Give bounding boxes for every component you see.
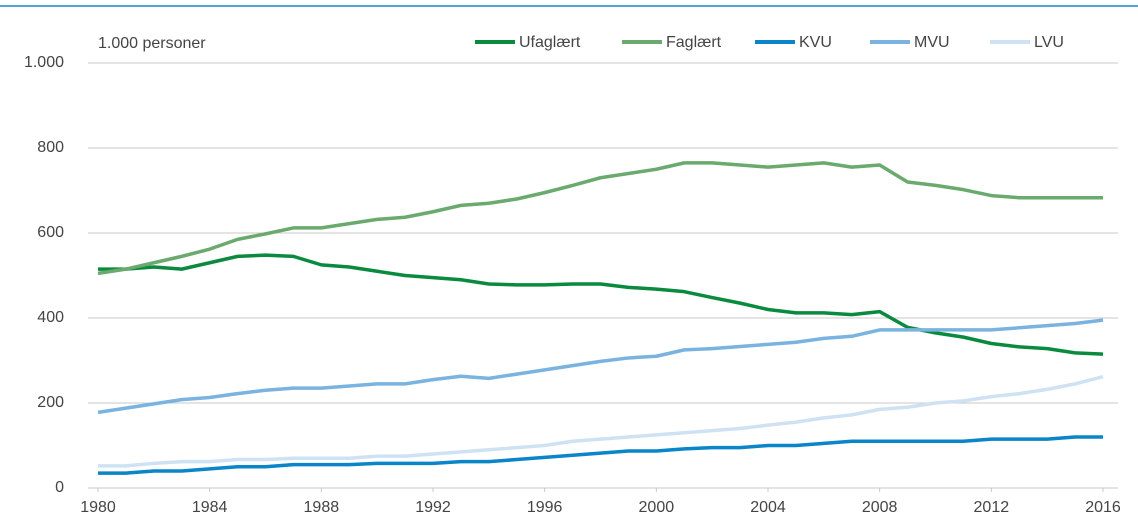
y-tick-label: 400: [37, 309, 64, 326]
line-series: [97, 161, 1103, 276]
x-tick-label: 1992: [415, 499, 451, 516]
y-tick-label: 1.000: [24, 54, 64, 71]
x-tick-label: 1980: [80, 499, 116, 516]
x-tick-label: 1988: [304, 499, 340, 516]
line-series: [98, 374, 1104, 468]
legend-label: Ufaglært: [519, 34, 581, 51]
line-series: [98, 435, 1103, 475]
x-tick-label: 2012: [974, 499, 1010, 516]
line-series: [98, 253, 1104, 356]
y-tick-label: 0: [55, 479, 64, 496]
x-tick-label: 2008: [862, 499, 898, 516]
x-tick-label: 2004: [750, 499, 786, 516]
y-tick-label: 200: [37, 394, 64, 411]
x-tick-label: 2016: [1085, 499, 1121, 516]
legend-label: KVU: [799, 34, 832, 51]
x-tick-label: 1984: [192, 499, 228, 516]
legend-label: MVU: [914, 34, 950, 51]
legend-label: Faglært: [666, 34, 722, 51]
x-tick-label: 2000: [639, 499, 675, 516]
line-series: [97, 318, 1104, 415]
y-tick-label: 800: [37, 139, 64, 156]
y-tick-label: 600: [37, 224, 64, 241]
x-tick-label: 1996: [527, 499, 563, 516]
legend-label: LVU: [1034, 34, 1064, 51]
annotation: 1.000 personer: [98, 35, 206, 52]
